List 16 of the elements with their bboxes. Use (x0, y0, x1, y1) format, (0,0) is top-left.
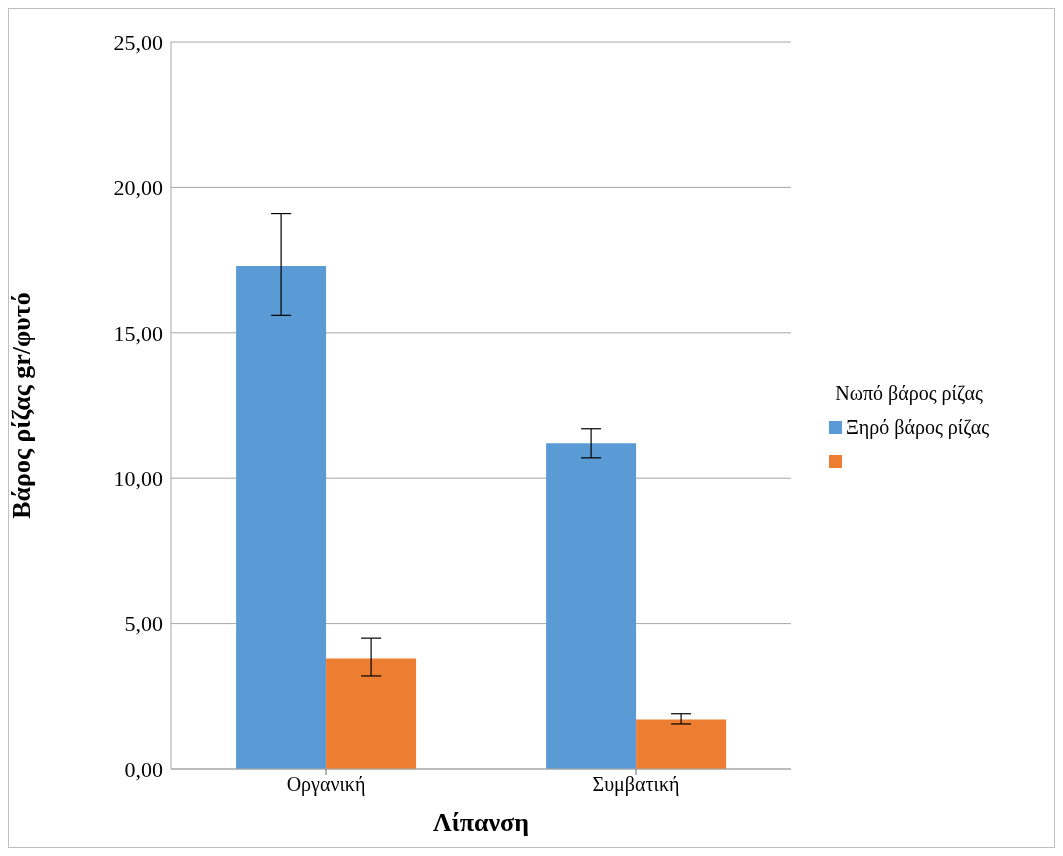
bar (636, 719, 727, 769)
y-tick-label: 10,00 (113, 466, 163, 492)
y-axis-title: Βάρος ρίζας gr/φυτό (7, 292, 37, 519)
x-tick-label: Συμβατική (592, 773, 680, 797)
y-tick-label: 0,00 (124, 756, 163, 782)
y-tick-label: 25,00 (113, 29, 163, 55)
y-tick-label: 15,00 (113, 320, 163, 346)
legend-label: Ξηρό βάρος ρίζας (846, 415, 990, 441)
bar (326, 658, 417, 769)
y-tick-label: 5,00 (124, 611, 163, 637)
x-tick-label: Οργανική (286, 773, 366, 797)
bar (546, 443, 637, 769)
bar (236, 265, 327, 769)
legend-title: Νωπό βάρος ρίζας (834, 381, 984, 407)
y-tick-label: 20,00 (113, 175, 163, 201)
x-axis-title: Λίπανση (433, 808, 529, 837)
